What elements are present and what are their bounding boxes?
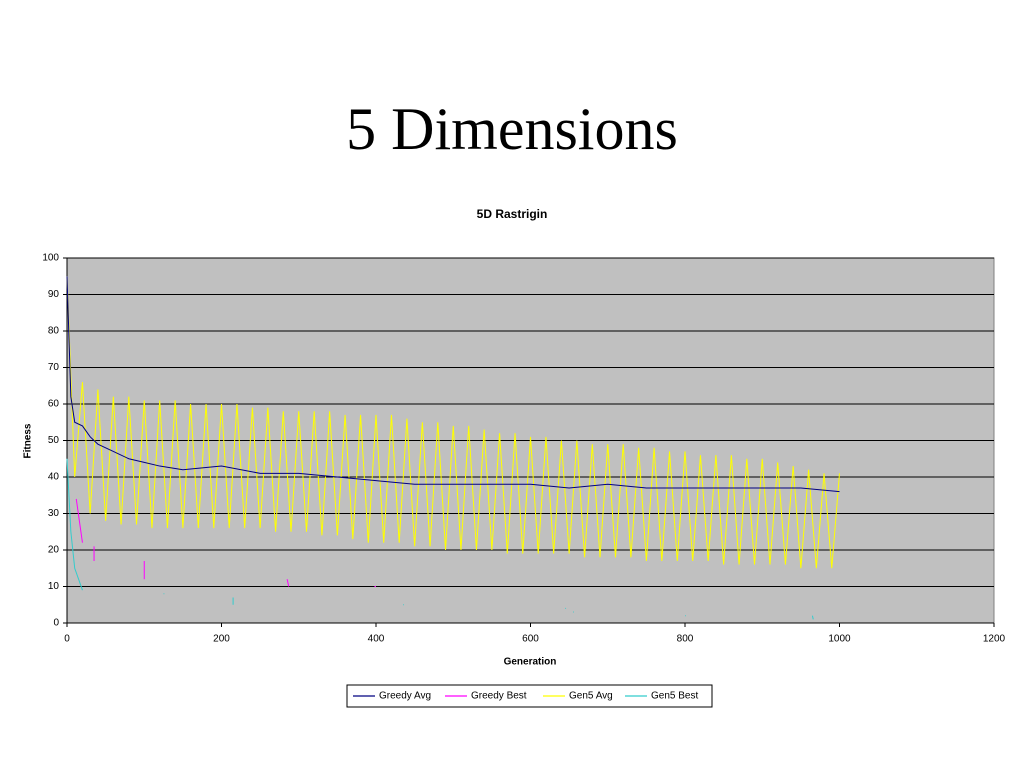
x-tick-label: 0 (64, 634, 70, 645)
x-tick-label: 800 (677, 634, 694, 645)
y-tick-label: 80 (48, 326, 60, 337)
series-line (66, 276, 840, 569)
legend-label: Greedy Avg (379, 691, 431, 702)
y-tick-label: 10 (48, 581, 60, 592)
y-tick-label: 100 (42, 253, 59, 264)
y-tick-label: 30 (48, 508, 60, 519)
y-tick-label: 50 (48, 435, 60, 446)
y-tick-label: 0 (53, 618, 59, 629)
y-tick-label: 90 (48, 289, 60, 300)
series-line (75, 498, 376, 587)
y-tick-label: 20 (48, 545, 60, 556)
legend-label: Gen5 Best (651, 691, 698, 702)
legend-label: Gen5 Avg (569, 691, 613, 702)
y-tick-label: 60 (48, 399, 60, 410)
series-line (66, 458, 814, 620)
y-tick-label: 70 (48, 362, 60, 373)
x-tick-label: 1000 (828, 634, 851, 645)
legend-label: Greedy Best (471, 691, 527, 702)
x-tick-label: 200 (213, 634, 230, 645)
x-tick-label: 400 (368, 634, 385, 645)
y-tick-label: 40 (48, 472, 60, 483)
x-tick-label: 600 (522, 634, 539, 645)
slide-title: 5 Dimensions (346, 96, 678, 162)
x-axis-label: Generation (504, 657, 557, 668)
series-line (66, 276, 840, 493)
legend-box (346, 684, 713, 708)
chart-title: 5D Rastrigin (477, 207, 548, 221)
y-axis-label: Fitness (23, 423, 34, 458)
x-tick-label: 1200 (983, 634, 1006, 645)
